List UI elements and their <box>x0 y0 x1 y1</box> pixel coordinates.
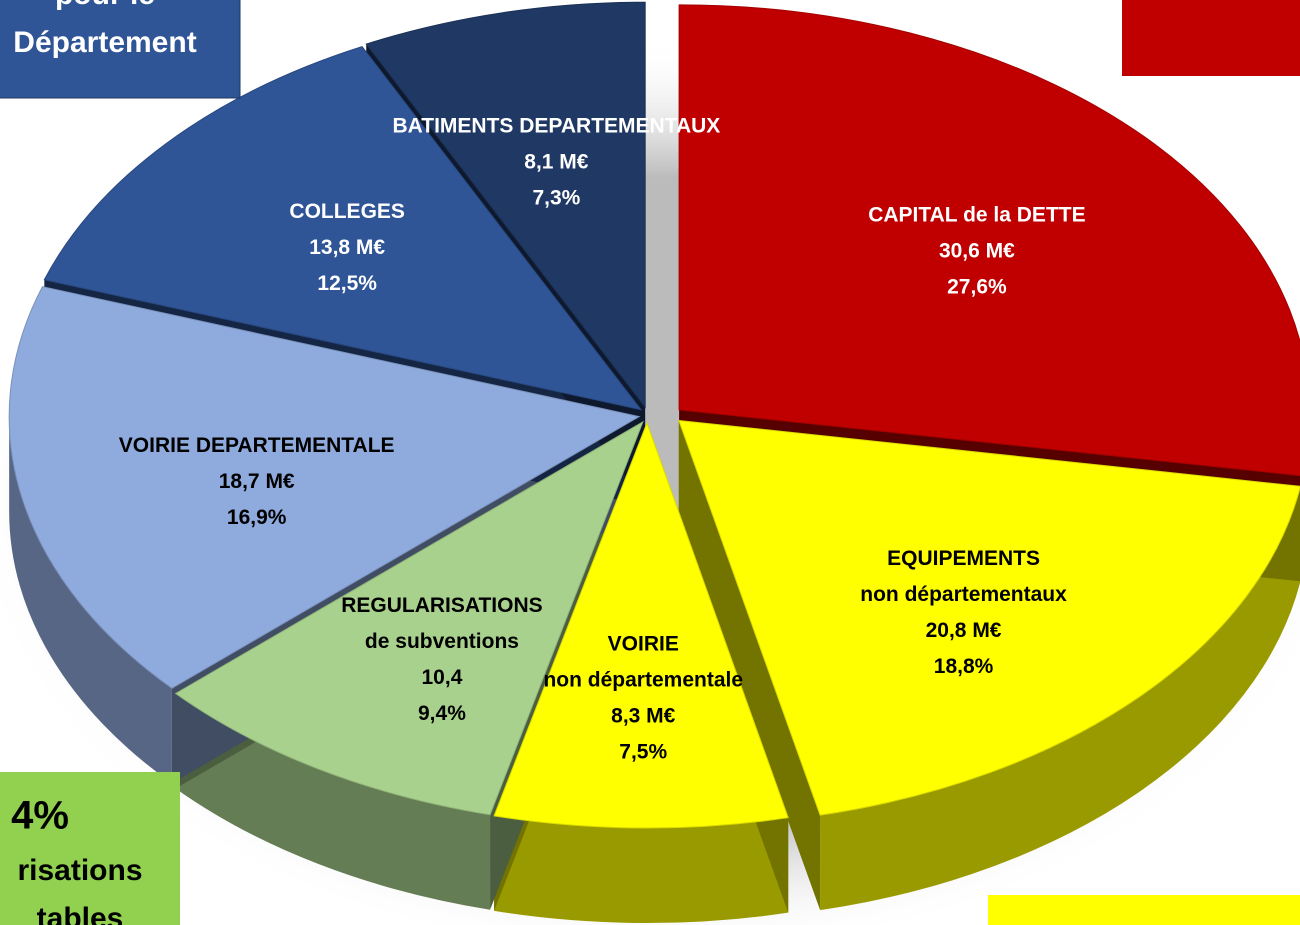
slice-label: VOIRIE <box>608 633 679 656</box>
slice-label: 12,5% <box>317 272 377 295</box>
slice <box>493 421 789 829</box>
labels: CAPITAL de la DETTE 30,6 M€ 27,6% EQUIPEMEN… <box>119 115 1086 764</box>
slice-label: 27,6% <box>947 275 1007 298</box>
box-text: Département <box>13 26 196 59</box>
slice-label: 9,4% <box>418 702 466 725</box>
slice-label: 8,1 M€ <box>524 151 589 174</box>
box-text: 4% <box>11 794 69 838</box>
bottom-right-box <box>988 895 1300 925</box>
slice-label: 8,3 M€ <box>611 705 676 728</box>
slice-label: 18,8% <box>934 655 994 678</box>
slice-label: CAPITAL de la DETTE <box>868 203 1085 226</box>
box <box>0 772 180 925</box>
slice-label: 30,6 M€ <box>939 239 1015 262</box>
slice-label: REGULARISATIONS <box>341 594 542 617</box>
box-text: pour le <box>55 0 155 11</box>
slice-side <box>494 815 789 923</box>
slice-side <box>175 693 491 910</box>
slice-label: 18,7 M€ <box>219 470 295 493</box>
slice-side <box>820 487 1300 911</box>
slice <box>678 419 1300 816</box>
top-left-box: pour le Département <box>0 0 241 99</box>
slice-label: 16,9% <box>227 506 287 529</box>
pie: CAPITAL de la DETTE 30,6 M€ 27,6% EQUIPEMEN… <box>8 1 1300 923</box>
slice <box>43 46 643 411</box>
box <box>0 0 241 99</box>
slice-label: COLLEGES <box>289 200 405 223</box>
slice-label: non départementaux <box>860 583 1067 606</box>
slice <box>678 4 1300 477</box>
slice-edge <box>678 420 821 911</box>
slice-side <box>9 416 172 784</box>
box-text: tables <box>37 902 124 925</box>
slice-label: 10,4 <box>422 666 463 689</box>
slice-label: BATIMENTS DEPARTEMENTAUX <box>392 115 720 138</box>
slice-label: 20,8 M€ <box>926 619 1002 642</box>
top-right-box <box>1122 0 1300 76</box>
slice-label: non départementale <box>543 669 743 692</box>
tops <box>8 1 1300 829</box>
slice-label: de subventions <box>365 630 519 653</box>
slice-label: VOIRIE DEPARTEMENTALE <box>119 434 395 457</box>
slice-label: 7,3% <box>532 187 580 210</box>
slice-label: 13,8 M€ <box>309 236 385 259</box>
box-text: risations <box>17 854 142 887</box>
slice <box>8 286 641 689</box>
slice <box>174 420 644 816</box>
slice-label: EQUIPEMENTS <box>887 547 1040 570</box>
slice <box>365 1 646 409</box>
bottom-left-box: 4% risations tables <box>0 772 180 925</box>
slice-label: 7,5% <box>619 741 667 764</box>
